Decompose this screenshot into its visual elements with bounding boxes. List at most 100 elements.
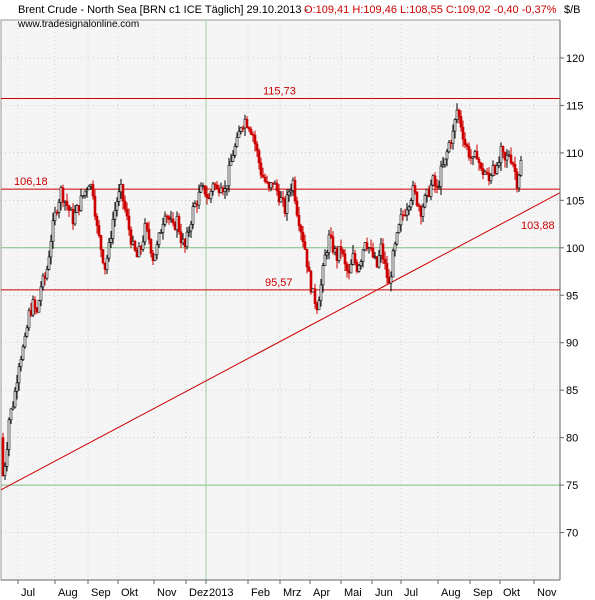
candle-body — [301, 231, 305, 243]
candle-body — [53, 211, 57, 221]
candle-body — [45, 269, 49, 279]
candle-body — [481, 168, 485, 175]
y-tick-label: 115 — [566, 100, 584, 112]
candle-body — [167, 216, 171, 220]
candle-body — [9, 408, 13, 421]
candle-body — [393, 243, 397, 252]
candle-body — [223, 188, 227, 192]
candle-body — [21, 346, 25, 360]
candle-body — [195, 203, 199, 206]
candle-body — [295, 200, 299, 216]
candle-body — [307, 266, 311, 272]
candle-body — [83, 190, 87, 196]
x-tick-label: Feb — [251, 587, 270, 599]
candle-body — [197, 191, 201, 206]
candle-body — [259, 162, 263, 176]
candle-body — [319, 284, 323, 301]
x-tick-label: 2013 — [209, 587, 233, 599]
candle-body — [255, 143, 259, 151]
chart-quote: O:109,41 H:109,46 L:108,55 C:109,02 -0,4… — [304, 4, 557, 16]
candle-body — [147, 228, 151, 240]
candle-body — [317, 300, 321, 311]
candle-body — [107, 242, 111, 259]
y-tick-label: 75 — [566, 480, 578, 492]
candle-body — [115, 201, 119, 211]
candle-body — [85, 189, 89, 192]
candle-body — [181, 238, 185, 244]
candle-body — [305, 248, 309, 268]
candle-body — [461, 126, 465, 140]
candle-body — [155, 244, 159, 256]
candle-body — [485, 171, 489, 174]
candle-body — [75, 205, 79, 213]
candle-body — [19, 359, 23, 368]
candle-body — [231, 155, 235, 162]
candle-body — [141, 241, 145, 250]
chart-title: Brent Crude - North Sea [BRN c1 ICE Tägl… — [18, 4, 309, 16]
candle-body — [177, 216, 181, 233]
candle-body — [201, 185, 205, 187]
candle-body — [441, 164, 445, 167]
x-tick-label: Jun — [375, 587, 393, 599]
candle-body — [505, 154, 509, 161]
candle-body — [345, 263, 349, 272]
candle-body — [173, 222, 177, 230]
candle-body — [153, 254, 157, 261]
candle-body — [285, 194, 289, 214]
candle-body — [169, 218, 173, 221]
support-label: 115,73 — [263, 85, 296, 97]
candle-body — [179, 231, 183, 244]
x-tick-label: Jul — [404, 587, 418, 599]
candle-body — [313, 288, 317, 304]
candle-body — [445, 151, 449, 160]
candle-body — [207, 197, 211, 200]
candle-body — [241, 127, 245, 130]
y-tick-label: 80 — [566, 433, 578, 445]
trendline-label: 103,88 — [521, 220, 555, 232]
candle-body — [139, 246, 143, 250]
candle-body — [289, 190, 293, 193]
candle-body — [61, 187, 65, 203]
x-tick-label: Okt — [121, 587, 138, 599]
candle-body — [343, 253, 347, 265]
candle-body — [51, 220, 55, 242]
candle-body — [145, 223, 149, 230]
candle-body — [47, 256, 51, 270]
candle-body — [95, 216, 99, 226]
candle-body — [299, 225, 303, 233]
candle-body — [329, 234, 333, 238]
x-tick-label: Dez — [189, 587, 209, 599]
candle-body — [219, 187, 223, 194]
y-tick-label: 90 — [566, 338, 578, 350]
candle-body — [131, 240, 135, 245]
plot-area — [0, 19, 561, 581]
candle-body — [63, 200, 67, 203]
candle-body — [55, 211, 59, 214]
source-label: www.tradesignalonline.com — [17, 19, 139, 30]
candle-body — [277, 190, 281, 203]
candle-body — [33, 299, 37, 309]
candle-body — [421, 206, 425, 217]
support-label: 106,18 — [14, 176, 48, 188]
candle-body — [287, 191, 291, 196]
candle-body — [191, 206, 195, 225]
candle-body — [27, 310, 31, 329]
x-tick-label: Okt — [503, 587, 520, 599]
trendline — [0, 192, 561, 491]
candle-body — [11, 406, 15, 410]
candle-body — [349, 263, 353, 274]
x-tick-label: Nov — [537, 587, 557, 599]
candle-body — [1, 437, 5, 477]
candle-body — [245, 118, 249, 128]
x-tick-label: Jul — [21, 587, 35, 599]
candle-body — [415, 191, 419, 206]
candle-body — [397, 224, 401, 234]
candle-body — [15, 382, 19, 392]
candles — [1, 103, 523, 481]
candle-body — [395, 232, 399, 245]
x-tick-label: Nov — [157, 587, 177, 599]
candle-body — [511, 162, 515, 165]
candle-body — [133, 240, 137, 251]
candle-body — [495, 165, 499, 174]
candle-body — [41, 275, 45, 288]
